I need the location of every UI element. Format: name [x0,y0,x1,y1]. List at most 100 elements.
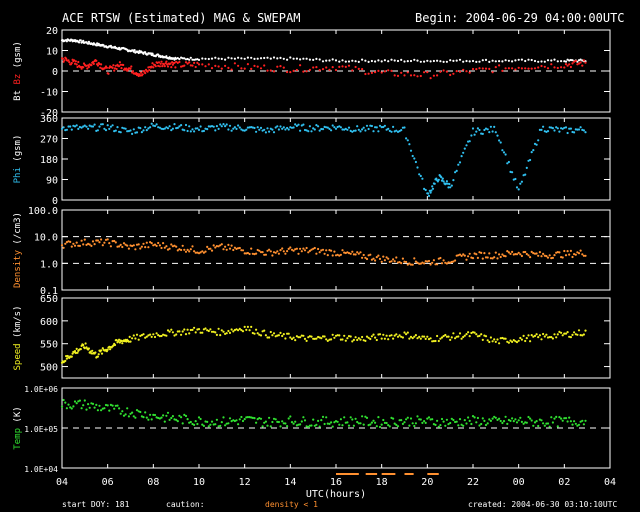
data-point-speed [388,334,391,337]
data-point-density [321,248,325,251]
data-point-phi [380,126,383,129]
data-point-bz [553,66,556,69]
data-point-phi [302,123,305,126]
data-point-temp [243,418,246,421]
data-point-speed [155,332,158,335]
data-point-bz [135,72,138,75]
data-point-speed [259,334,263,337]
data-point-density [385,256,388,259]
data-point-bt [188,58,191,61]
data-point-bz [107,72,110,75]
data-point-phi [166,127,170,130]
data-point-temp [284,422,287,425]
data-point-phi [408,143,411,146]
data-point-phi [320,127,323,131]
data-point-speed [502,337,506,340]
data-point-bt [445,60,448,63]
data-point-speed [333,336,336,339]
data-point-phi [430,189,433,192]
data-point-temp [440,417,444,421]
data-point-phi [305,129,308,132]
data-point-density [494,251,497,254]
data-point-phi [279,125,282,128]
y-tick-label: 1.0E+05 [24,425,58,434]
data-point-speed [359,338,362,341]
data-point-density [458,253,462,256]
data-point-density [212,244,215,247]
data-point-phi [470,134,473,137]
y-tick-label: -20 [40,108,58,119]
data-point-bz [501,69,504,72]
data-point-phi [347,126,351,129]
data-point-phi [253,126,256,130]
data-point-phi [538,128,542,131]
data-point-speed [498,342,501,345]
data-point-density [104,238,108,241]
data-point-bz [292,69,295,72]
data-point-density [538,251,542,254]
data-point-density [98,241,101,244]
data-point-temp [193,423,196,426]
data-point-phi [196,127,199,130]
data-point-temp [62,398,65,402]
data-point-temp [362,423,365,426]
data-point-bz [432,74,435,77]
data-point-density [392,258,395,261]
data-point-bt [230,57,233,60]
data-point-temp [96,409,99,412]
data-point-density [210,249,214,252]
data-point-phi [210,125,214,128]
data-point-bz [61,57,64,60]
data-point-phi [140,131,143,134]
data-point-bt [576,60,579,63]
data-point-bt [109,44,112,48]
data-point-density [383,259,386,262]
data-point-bz [77,60,80,64]
data-point-density [339,253,342,256]
data-point-density [246,251,249,255]
data-point-density [406,263,409,266]
data-point-bz [563,66,566,69]
data-point-bz [136,72,139,76]
data-point-density [101,244,104,247]
data-point-phi [364,129,367,132]
data-point-bz [409,74,413,77]
data-point-bz [574,59,577,62]
y-axis-label-part: Phi [13,167,23,183]
data-point-temp [109,403,112,406]
data-point-temp [191,422,194,426]
data-point-density [429,263,432,266]
data-point-speed [70,355,73,358]
data-point-speed [529,340,532,343]
data-point-temp [471,415,475,418]
data-point-phi [70,128,73,131]
data-point-density [421,261,424,264]
data-point-bz [498,64,501,67]
data-point-phi [183,129,186,132]
data-point-phi [553,129,556,132]
data-point-bz [144,72,147,75]
data-point-bz [507,67,510,70]
data-point-bz [122,63,125,67]
data-point-bz [74,60,77,63]
data-point-phi [88,124,91,127]
data-point-bt [462,60,465,63]
data-point-temp [357,422,360,425]
data-point-bz [204,65,207,68]
data-point-temp [480,422,483,426]
data-point-temp [197,416,201,419]
y-tick-label: 1.0 [40,259,58,270]
data-point-bz [581,64,584,67]
data-point-phi [145,129,148,132]
data-point-speed [489,336,492,339]
data-point-bz [308,68,311,71]
data-point-temp [395,423,398,426]
data-point-temp [64,401,67,404]
data-point-temp [255,421,258,424]
data-point-bt [344,60,347,63]
data-point-phi [295,124,298,127]
data-point-density [315,252,318,255]
data-point-bz [70,61,73,65]
data-point-phi [147,127,150,130]
data-point-density [178,248,181,251]
